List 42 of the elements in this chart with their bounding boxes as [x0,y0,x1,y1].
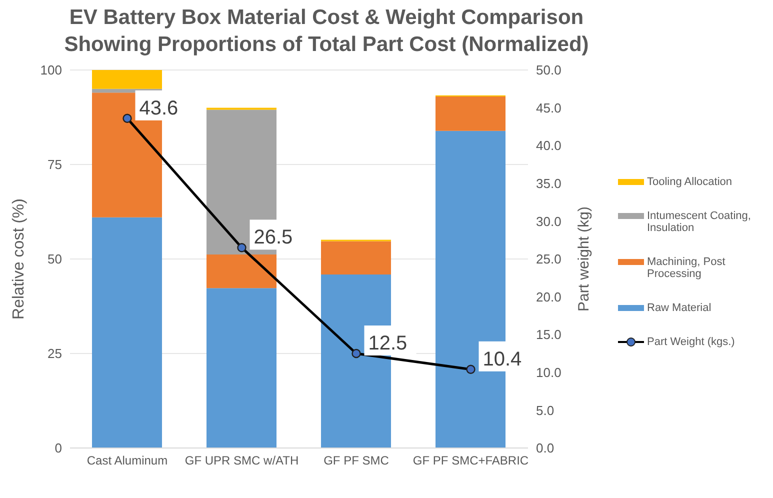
legend-label: Machining, Post Processing [647,256,726,280]
legend-label: Raw Material [647,302,712,314]
x-tick-label: GF PF SMC [324,454,390,468]
y-tick-label: 0 [54,440,62,456]
x-tick-label: GF UPR SMC w/ATH [184,454,299,468]
chart-title: EV Battery Box Material Cost & Weight Comparison Showing Proportions of Total Part Cost (Normalized) [63,5,590,58]
y-tick-label: 100 [40,62,62,78]
data-label: 26.5 [254,226,293,249]
bar [436,96,506,131]
legend-label: Tooling Allocation [647,176,734,188]
y2-tick-label: 40.0 [536,138,562,154]
y2-axis-title: Part weight (kg) [575,206,592,312]
y2-tick-label: 35.0 [536,176,562,192]
bar [92,70,162,89]
bar [206,254,276,288]
bar [92,217,162,448]
y2-tick-label: 25.0 [536,252,562,267]
y2-tick-label: 0.0 [536,440,554,456]
bar [321,241,391,274]
y-tick-label: 75 [48,157,62,172]
y2-tick-label: 50.0 [536,62,562,78]
y2-tick-label: 15.0 [536,327,562,342]
data-label: 10.4 [482,348,522,370]
point [466,364,476,374]
y-tick-label: 50 [48,252,62,267]
y2-tick-label: 10.0 [536,365,562,380]
x-tick-label: Cast Aluminum [86,454,168,468]
legend-label: Intumescent Coating, Insulation [647,210,752,234]
y2-tick-label: 45.0 [536,100,562,116]
point [122,114,132,123]
data-label: 43.6 [139,97,178,120]
x-tick-label: GF PF SMC+FABRIC [412,454,529,468]
y2-tick-label: 20.0 [536,289,562,304]
y2-tick-label: 5.0 [536,402,554,418]
y-tick-label: 25 [48,346,62,362]
legend-label: Part Weight (kgs.) [647,336,736,348]
point [237,243,246,252]
data-label: 12.5 [368,332,408,354]
y2-tick-label: 30.0 [536,214,562,229]
y-axis-title: Relative cost (%) [10,198,28,320]
bar [206,288,276,448]
point [352,348,361,358]
